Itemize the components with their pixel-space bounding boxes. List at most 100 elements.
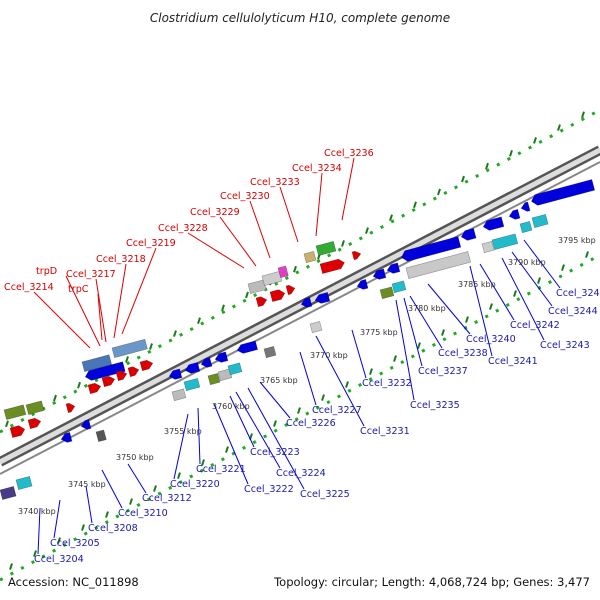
reverse-gene-label-3: Ccel_3210 <box>118 508 168 519</box>
gene-feature-55-shape <box>531 214 549 229</box>
scale-tick <box>441 329 445 336</box>
scale-tick <box>273 420 277 427</box>
gene-feature-46-shape <box>391 280 407 294</box>
gene-feature-50 <box>520 201 531 212</box>
scale-label-2: 3750 kbp <box>116 453 154 462</box>
gene-feature-13-shape <box>115 370 128 382</box>
gene-feature-2 <box>9 425 26 439</box>
gene-feature-38-shape <box>314 292 331 304</box>
leader-fwd-4 <box>113 263 127 339</box>
leader-rev-17 <box>409 295 443 349</box>
scale-tick <box>297 407 301 414</box>
reverse-gene-label-10: Ccel_3225 <box>300 489 350 500</box>
leader-rev-0 <box>37 507 41 555</box>
scale-tick <box>225 446 229 453</box>
outer-tick <box>149 343 153 350</box>
gene-feature-53 <box>491 233 519 251</box>
leader-rev-12 <box>299 351 317 406</box>
gene-feature-20 <box>236 340 259 354</box>
gene-feature-27-shape <box>247 279 267 295</box>
gene-feature-12-shape <box>101 375 116 388</box>
gene-feature-2-shape <box>9 425 26 439</box>
gene-feature-33-shape <box>303 251 317 264</box>
reverse-gene-label-1: Ccel_3205 <box>50 538 100 549</box>
outer-tick <box>365 227 369 234</box>
leader-fwd-2 <box>95 278 107 343</box>
forward-gene-label-1: trpD <box>36 266 57 277</box>
reverse-gene-label-17: Ccel_3238 <box>438 348 488 359</box>
outer-tick <box>509 149 513 157</box>
leader-rev-2 <box>85 485 93 524</box>
scale-label-8: 3780 kbp <box>408 304 446 313</box>
gene-feature-26 <box>263 346 277 359</box>
gene-feature-21-shape <box>171 388 187 402</box>
scale-tick <box>81 524 85 531</box>
gene-feature-50-shape <box>520 201 531 212</box>
scale-label-1: 3745 kbp <box>68 480 106 489</box>
outer-tick <box>197 317 201 325</box>
leader-rev-23 <box>523 239 561 289</box>
gene-feature-23-shape <box>207 373 221 386</box>
reverse-gene-label-23: Ccel_3245 <box>556 288 600 299</box>
gene-feature-3-shape <box>27 417 42 430</box>
scale-label-5: 3765 kbp <box>260 376 298 385</box>
scale-tick <box>201 459 205 466</box>
leader-rev-20 <box>479 263 515 321</box>
gene-feature-10-shape <box>84 361 126 381</box>
forward-gene-label-2: Ccel_3217 <box>66 269 116 280</box>
reverse-gene-label-13: Ccel_3231 <box>360 426 410 437</box>
feature-layer <box>0 179 596 501</box>
forward-gene-label-7: Ccel_3229 <box>190 207 240 218</box>
gene-feature-3 <box>27 417 42 430</box>
gene-feature-1-shape <box>25 400 45 416</box>
reverse-gene-label-22: Ccel_3244 <box>548 306 598 317</box>
gene-feature-5 <box>60 432 73 443</box>
reverse-gene-label-4: Ccel_3212 <box>142 493 192 504</box>
leader-rev-10 <box>247 387 305 490</box>
gene-feature-30 <box>255 296 268 308</box>
gene-feature-40-shape <box>356 279 369 290</box>
gene-feature-29-shape <box>277 265 289 279</box>
outer-tick <box>389 214 393 222</box>
gene-feature-18-shape <box>200 357 213 368</box>
gene-feature-54-shape <box>519 221 533 234</box>
scale-tick <box>537 277 541 284</box>
gene-feature-43-shape <box>401 236 462 262</box>
gene-feature-0 <box>3 404 27 421</box>
gene-feature-11 <box>87 382 102 395</box>
leader-rev-15 <box>395 299 415 401</box>
scale-tick <box>177 472 181 479</box>
scale-tick <box>417 342 421 349</box>
scale-label-11: 3795 kbp <box>558 236 596 245</box>
outer-tick <box>533 137 537 144</box>
scale-tick <box>9 563 13 570</box>
reverse-gene-label-11: Ccel_3226 <box>286 418 336 429</box>
reverse-gene-label-14: Ccel_3232 <box>362 378 412 389</box>
scale-label-9: 3785 kbp <box>458 280 496 289</box>
gene-feature-4 <box>65 402 76 414</box>
gene-feature-21 <box>171 388 187 402</box>
scale-tick <box>105 511 109 518</box>
reverse-gene-label-21: Ccel_3243 <box>540 340 590 351</box>
gene-feature-25 <box>227 362 243 376</box>
reverse-gene-label-9: Ccel_3224 <box>276 468 326 479</box>
gene-feature-15 <box>139 359 154 372</box>
gene-feature-37-shape <box>300 297 313 308</box>
gene-feature-16 <box>168 368 183 380</box>
gene-feature-29 <box>277 265 289 279</box>
gene-feature-41-shape <box>372 268 387 280</box>
gene-feature-51 <box>531 179 596 206</box>
leader-fwd-6 <box>187 232 245 269</box>
outer-tick <box>5 420 9 428</box>
gene-feature-1 <box>25 400 45 416</box>
leader-rev-16 <box>403 297 423 367</box>
gene-feature-20-shape <box>236 340 259 354</box>
map-title: Clostridium cellulolyticum H10, complete… <box>150 11 450 25</box>
gene-feature-12 <box>101 375 116 388</box>
gene-feature-56 <box>0 486 17 501</box>
leader-fwd-1 <box>65 275 101 347</box>
gene-feature-32 <box>285 284 296 296</box>
leader-fwd-5 <box>121 247 157 335</box>
scale-labels: 3740 kbp 3745 kbp 3750 kbp 3755 kbp 3760 kbp… <box>18 236 596 516</box>
